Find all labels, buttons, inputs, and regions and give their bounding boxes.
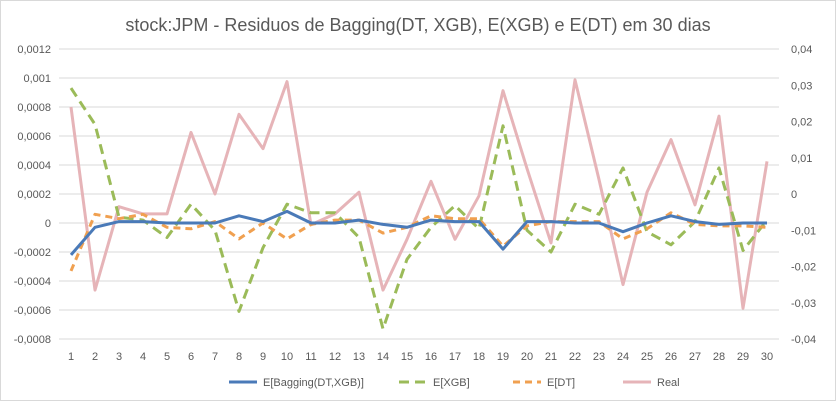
x-tick-label: 20: [521, 351, 533, 363]
series-line-e-xgb: [69, 87, 769, 331]
x-tick-label: 5: [164, 351, 170, 363]
x-tick-label: 29: [737, 351, 749, 363]
x-tick-label: 1: [68, 351, 74, 363]
right-tick-label: -0,01: [791, 225, 816, 237]
left-tick-label: 0,0008: [17, 102, 51, 114]
series-line-e-dt: [69, 211, 768, 272]
left-tick-label: 0,001: [23, 73, 51, 85]
x-tick-label: 14: [377, 351, 389, 363]
right-tick-label: 0,04: [791, 44, 812, 56]
x-tick-label: 11: [305, 351, 316, 363]
right-tick-label: 0: [791, 189, 797, 201]
x-tick-label: 28: [713, 351, 725, 363]
x-tick-label: 18: [473, 351, 485, 363]
x-tick-label: 13: [353, 351, 365, 363]
gridlines: [59, 48, 779, 340]
left-tick-label: -0,0006: [14, 305, 51, 317]
x-tick-label: 30: [761, 351, 773, 363]
left-tick-label: -0,0004: [14, 276, 51, 288]
left-tick-label: -0,0008: [14, 334, 51, 346]
x-tick-label: 2: [92, 351, 98, 363]
x-tick-label: 9: [260, 351, 266, 363]
x-tick-label: 10: [281, 351, 293, 363]
x-tick-label: 16: [425, 351, 437, 363]
series-line-real: [69, 78, 769, 310]
x-tick-label: 21: [545, 351, 557, 363]
x-tick-label: 12: [329, 351, 341, 363]
series-layer: [69, 78, 769, 331]
left-tick-label: 0,0002: [17, 189, 51, 201]
legend-label: E[XGB]: [433, 377, 470, 389]
x-tick-label: 17: [449, 351, 461, 363]
left-tick-label: 0,0004: [17, 160, 51, 172]
x-axis: 1 2 3 4 5 6 7 8 9 10 11 12 13 14 15 16 17 18 19 20 21 22 23 24 2…: [68, 351, 773, 363]
x-tick-label: 4: [140, 351, 146, 363]
chart-title: stock:JPM - Residuos de Bagging(DT, XGB)…: [125, 15, 710, 35]
right-tick-label: 0,01: [791, 153, 812, 165]
x-tick-label: 15: [401, 351, 413, 363]
right-tick-label: 0,02: [791, 117, 812, 129]
legend-label: Real: [657, 377, 680, 389]
left-tick-label: 0,0006: [17, 131, 51, 143]
legend-label: E[DT]: [547, 377, 575, 389]
right-tick-label: 0,03: [791, 80, 812, 92]
legend-label: E[Bagging(DT,XGB)]: [263, 377, 364, 389]
right-tick-label: -0,04: [791, 334, 816, 346]
x-tick-label: 24: [617, 351, 629, 363]
left-axis: -0,0008 -0,0006 -0,0004 -0,0002 0 0,0002 0,000…: [14, 44, 51, 346]
left-tick-label: -0,0002: [14, 247, 51, 259]
x-tick-label: 22: [569, 351, 581, 363]
x-tick-label: 6: [188, 351, 194, 363]
x-tick-label: 25: [641, 351, 653, 363]
x-tick-label: 26: [665, 351, 677, 363]
legend: E[Bagging(DT,XGB)] E[XGB] E[DT] Real: [229, 377, 680, 389]
right-axis: -0,04 -0,03 -0,02 -0,01 0 0,01 0,02 0,03 0,04: [791, 44, 816, 346]
x-tick-label: 3: [116, 351, 122, 363]
left-tick-label: 0: [45, 218, 51, 230]
right-tick-label: -0,02: [791, 262, 816, 274]
right-tick-label: -0,03: [791, 298, 816, 310]
x-tick-label: 7: [212, 351, 218, 363]
left-tick-label: 0,0012: [17, 44, 51, 56]
x-tick-label: 27: [689, 351, 701, 363]
x-tick-label: 8: [236, 351, 242, 363]
x-tick-label: 23: [593, 351, 605, 363]
series-line-e-bagging-dt-xgb: [69, 209, 767, 256]
x-tick-label: 19: [497, 351, 509, 363]
